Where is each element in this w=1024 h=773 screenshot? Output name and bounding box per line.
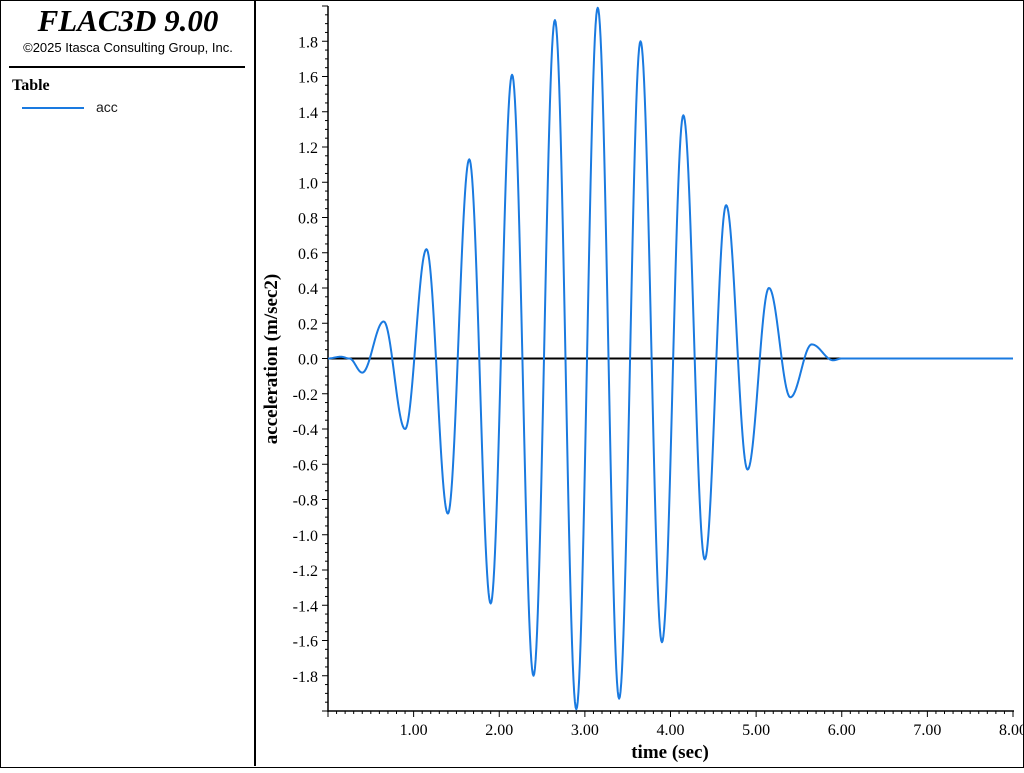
legend-title: Table: [12, 77, 50, 94]
y-tick-label: 0.4: [298, 281, 318, 298]
legend-item-acc[interactable]: acc: [22, 98, 222, 116]
y-tick-label: -0.6: [293, 457, 318, 474]
y-tick-label: -1.0: [293, 528, 318, 545]
x-tick-label: 6.00: [828, 722, 856, 739]
y-tick-label: -1.6: [293, 634, 318, 651]
y-tick-label: 1.2: [298, 140, 318, 157]
x-tick-label: 2.00: [485, 722, 513, 739]
plot-area[interactable]: 1.8 1.6 1.4 1.2 1.0 0.8 0.6 0.4 0.2 0.0 -0.2 -0.4 -0…: [258, 0, 1024, 768]
series-line-acc[interactable]: [327, 6, 1014, 711]
chart-svg[interactable]: 1.8 1.6 1.4 1.2 1.0 0.8 0.6 0.4 0.2 0.0 -0.2 -0.4 -0…: [258, 0, 1024, 768]
x-axis-label: time (sec): [631, 742, 709, 763]
legend-label-acc: acc: [96, 99, 118, 115]
y-axis-label: acceleration (m/sec2): [261, 274, 282, 444]
y-tick-label: 1.4: [298, 105, 318, 122]
y-tick-label: 0.6: [298, 246, 318, 263]
legend-panel: FLAC3D 9.00 ©2025 Itasca Consulting Grou…: [0, 0, 256, 766]
x-tick-label: 4.00: [657, 722, 685, 739]
y-tick-label: 0.0: [298, 352, 318, 369]
x-tick-label: 7.00: [913, 722, 941, 739]
series-layer: [327, 6, 1014, 711]
y-tick-label: -0.8: [293, 493, 318, 510]
y-tick-label: -1.2: [293, 563, 318, 580]
legend-divider: [9, 66, 245, 68]
x-tick-label: 1.00: [400, 722, 428, 739]
x-tick-label: 3.00: [571, 722, 599, 739]
legend-swatch-acc: [22, 107, 84, 109]
y-tick-label: 0.2: [298, 316, 318, 333]
y-tick-label: -1.4: [293, 598, 318, 615]
x-tick-label: 5.00: [742, 722, 770, 739]
x-tick-label: 8.00: [999, 722, 1024, 739]
y-tick-label: 1.6: [298, 70, 318, 87]
copyright-text: ©2025 Itasca Consulting Group, Inc.: [23, 40, 233, 55]
y-tick-label: -0.4: [293, 422, 318, 439]
y-tick-label: -1.8: [293, 669, 318, 686]
y-tick-label: 1.8: [298, 34, 318, 51]
y-tick-label: -0.2: [293, 387, 318, 404]
ticks-layer: 1.8 1.6 1.4 1.2 1.0 0.8 0.6 0.4 0.2 0.0 -0.2 -0.4 -0…: [293, 5, 1024, 739]
y-tick-label: 0.8: [298, 211, 318, 228]
y-tick-label: 1.0: [298, 175, 318, 192]
app-title: FLAC3D 9.00: [37, 3, 219, 38]
